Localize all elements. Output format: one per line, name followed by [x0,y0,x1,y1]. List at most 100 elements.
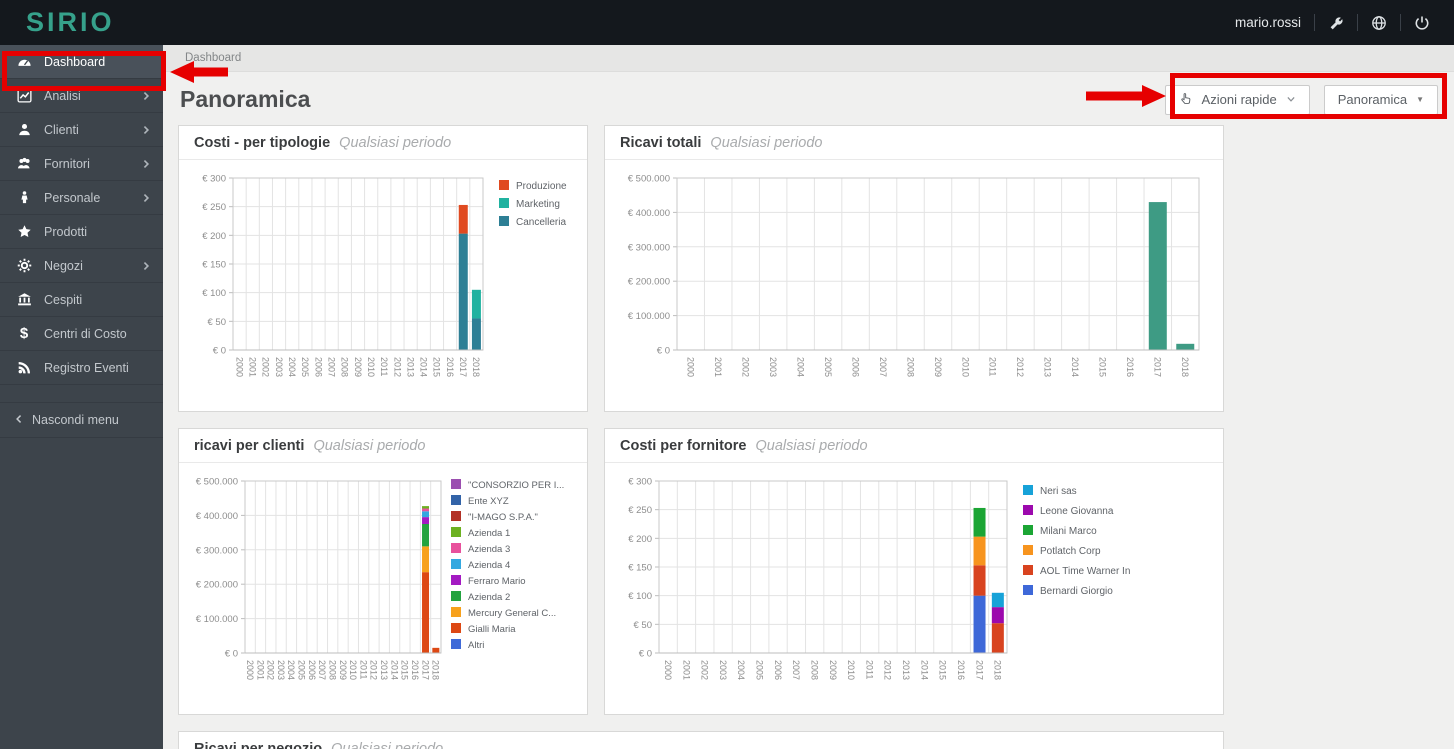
card-subtitle: Qualsiasi periodo [313,438,426,454]
svg-text:"CONSORZIO PER I...: "CONSORZIO PER I... [468,480,564,491]
divider [1357,14,1358,31]
svg-text:€ 500.000: € 500.000 [196,477,238,488]
svg-text:Milani Marco: Milani Marco [1040,526,1097,537]
rss-icon [13,360,35,375]
username[interactable]: mario.rossi [1234,15,1301,30]
svg-text:2011: 2011 [379,357,389,376]
divider [1400,14,1401,31]
quick-actions-button[interactable]: Azioni rapide [1164,84,1310,115]
chevron-left-icon [14,413,24,427]
svg-text:2005: 2005 [755,660,765,680]
svg-text:2001: 2001 [248,357,258,377]
svg-text:€ 100.000: € 100.000 [628,311,670,322]
chevron-right-icon [141,159,151,169]
sidebar-item-centri-di-costo[interactable]: $ Centri di Costo [0,317,163,351]
svg-text:2006: 2006 [850,357,860,377]
svg-text:€ 300.000: € 300.000 [628,242,670,253]
sidebar-item-fornitori[interactable]: Fornitori [0,147,163,181]
svg-text:2003: 2003 [276,660,286,680]
quick-actions-label: Azioni rapide [1201,92,1277,107]
svg-text:Neri sas: Neri sas [1040,486,1077,497]
sidebar-item-label: Cespiti [44,292,83,307]
sidebar-item-analisi[interactable]: Analisi [0,79,163,113]
svg-text:2011: 2011 [864,660,874,679]
svg-text:2018: 2018 [471,357,481,377]
svg-text:2001: 2001 [713,357,723,377]
svg-text:Marketing: Marketing [516,199,560,210]
svg-text:Produzione: Produzione [516,181,567,192]
dollar-icon: $ [19,325,29,342]
sidebar-item-dashboard[interactable]: Dashboard [0,45,163,79]
sidebar-item-label: Analisi [44,88,81,103]
svg-text:2013: 2013 [1043,357,1053,377]
globe-icon[interactable] [1361,8,1397,38]
chart-card-costi-tipologie: Costi - per tipologie Qualsiasi periodo … [178,125,588,412]
svg-text:€ 300: € 300 [628,477,652,488]
svg-text:Azienda 4: Azienda 4 [468,560,510,571]
svg-text:2016: 2016 [410,660,420,680]
card-title: Costi per fornitore [620,438,747,454]
svg-text:2013: 2013 [405,357,415,377]
sidebar-item-personale[interactable]: Personale [0,181,163,215]
sidebar-item-label: Registro Eventi [44,360,129,375]
card-header: Ricavi per negozio Qualsiasi periodo [179,732,1223,749]
svg-text:2008: 2008 [809,660,819,680]
sidebar-collapse-button[interactable]: Nascondi menu [0,402,163,438]
card-subtitle: Qualsiasi periodo [710,135,823,151]
sidebar-item-negozi[interactable]: Negozi [0,249,163,283]
svg-text:2008: 2008 [327,660,337,680]
power-icon[interactable] [1404,8,1440,38]
app-logo[interactable]: SIRIO [26,7,115,37]
svg-text:Cancelleria: Cancelleria [516,217,566,228]
svg-text:"I-MAGO S.P.A.": "I-MAGO S.P.A." [468,512,538,523]
sidebar-item-label: Negozi [44,258,83,273]
svg-text:€ 250: € 250 [202,202,226,213]
svg-text:Altri: Altri [468,640,484,651]
sidebar-item-clienti[interactable]: Clienti [0,113,163,147]
svg-text:Azienda 1: Azienda 1 [468,528,510,539]
sidebar-item-registro-eventi[interactable]: Registro Eventi [0,351,163,385]
chevron-right-icon [141,193,151,203]
svg-text:€ 400.000: € 400.000 [196,511,238,522]
svg-text:2004: 2004 [736,660,746,680]
svg-text:2010: 2010 [846,660,856,680]
svg-text:€ 50: € 50 [634,620,653,631]
svg-text:2005: 2005 [300,357,310,377]
person-icon [13,190,35,205]
page-header: Panoramica Azioni rapide Panoramica ▼ [163,72,1454,125]
svg-text:2005: 2005 [823,357,833,377]
sidebar-item-prodotti[interactable]: Prodotti [0,215,163,249]
view-selector-dropdown[interactable]: Panoramica ▼ [1323,84,1438,115]
sidebar-item-label: Fornitori [44,156,90,171]
svg-text:2007: 2007 [878,357,888,377]
svg-text:€ 200.000: € 200.000 [196,580,238,591]
chevron-down-icon [1286,92,1296,107]
breadcrumb-item[interactable]: Dashboard [185,52,242,64]
svg-text:2002: 2002 [261,357,271,377]
svg-text:Mercury General C...: Mercury General C... [468,608,556,619]
view-selector-value: Panoramica [1337,92,1408,107]
svg-text:2001: 2001 [681,660,691,680]
svg-text:2015: 2015 [400,660,410,680]
svg-text:2014: 2014 [1070,357,1080,377]
svg-text:2009: 2009 [933,357,943,377]
caret-down-icon: ▼ [1416,95,1424,104]
sidebar-item-label: Prodotti [44,224,88,239]
main-content: Panoramica Azioni rapide Panoramica ▼ [163,72,1454,749]
dashboard-icon [13,54,35,69]
chevron-right-icon [141,125,151,135]
svg-text:2013: 2013 [379,660,389,680]
sidebar-item-cespiti[interactable]: Cespiti [0,283,163,317]
svg-text:2018: 2018 [1180,357,1190,377]
svg-text:€ 150: € 150 [202,260,226,271]
bank-icon [13,292,35,307]
svg-text:Azienda 3: Azienda 3 [468,544,510,555]
wrench-icon[interactable] [1318,8,1354,38]
svg-text:€ 100: € 100 [628,591,652,602]
card-header: Costi per fornitore Qualsiasi periodo [605,429,1223,463]
top-header: SIRIO mario.rossi [0,0,1454,45]
svg-text:€ 100: € 100 [202,288,226,299]
svg-text:2007: 2007 [317,660,327,680]
svg-text:AOL Time Warner In: AOL Time Warner In [1040,566,1130,577]
